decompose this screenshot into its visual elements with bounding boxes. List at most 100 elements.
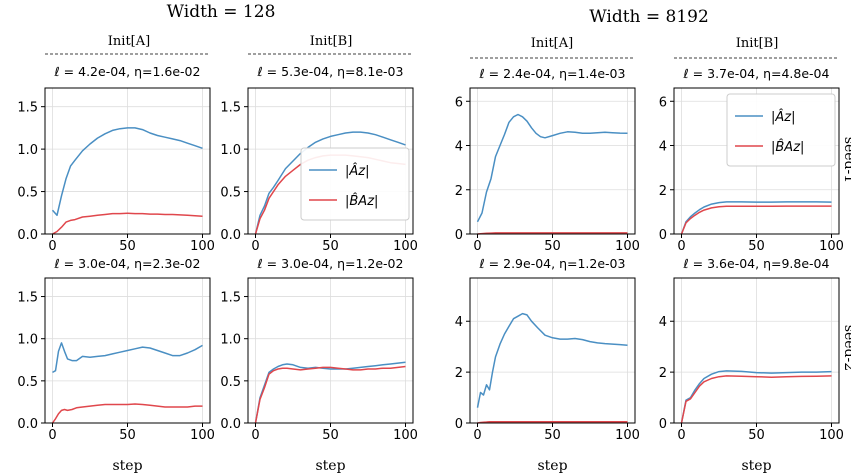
legend: |Âz| |B̂Az| (300, 147, 410, 221)
x-tick-label: 0 (473, 239, 481, 254)
group-title-width-8192: Width = 8192 (589, 7, 709, 27)
y-tick-label: 0.0 (17, 228, 38, 243)
y-tick-label: 2 (455, 184, 463, 199)
group-title-width-128: Width = 128 (167, 2, 276, 22)
panel-title: ℓ = 5.3e-04, η=8.1e-03 (257, 64, 404, 79)
y-tick-label: 0.5 (17, 186, 38, 201)
x-tick-label: 0 (251, 428, 259, 443)
series-line-az (476, 312, 628, 408)
series-line-baz (51, 403, 203, 424)
x-axis-label: step (112, 458, 142, 474)
legend-box (300, 147, 410, 221)
series-line-az (680, 201, 832, 235)
x-tick-label: 50 (119, 239, 136, 254)
series-line-baz (477, 420, 628, 424)
y-tick-label: 6 (455, 95, 463, 110)
series-line-az (476, 113, 628, 223)
panel-title: ℓ = 3.7e-04, η=4.8e-04 (683, 66, 830, 81)
plot-panel-8: ℓ = 3.6e-04, η=9.8e-04 0 50 100 0 2 4 step (659, 256, 844, 474)
series-line-az (254, 131, 406, 235)
y-tick-label: 0 (455, 417, 463, 432)
series-line-baz (680, 375, 832, 424)
y-tick-label: 1.0 (220, 143, 241, 158)
x-axis-label: step (315, 458, 345, 474)
x-axis-label: step (537, 458, 567, 474)
y-tick-label: 4 (659, 140, 667, 155)
x-tick-label: 50 (322, 428, 339, 443)
x-tick-label: 50 (748, 428, 765, 443)
x-tick-label: 100 (190, 239, 215, 254)
y-tick-label: 1.0 (17, 333, 38, 348)
y-tick-label: 4 (659, 315, 667, 330)
series-line-baz (254, 365, 406, 424)
x-tick-label: 50 (322, 239, 339, 254)
plot-panel-5: ℓ = 3.0e-04, η=2.3e-02 0 50 100 0.0 0.5 1.0 1.5… (17, 256, 215, 474)
legend-label: |Âz| (345, 163, 369, 179)
y-tick-label: 1.0 (220, 333, 241, 348)
x-tick-label: 100 (393, 239, 418, 254)
legend-box (726, 93, 836, 167)
x-tick-label: 0 (677, 239, 685, 254)
column-title-w128-init-a: Init[A] (108, 34, 150, 49)
y-tick-label: 1.5 (17, 291, 38, 306)
y-tick-label: 1.5 (17, 101, 38, 116)
x-tick-label: 50 (544, 428, 561, 443)
y-tick-label: 2 (659, 366, 667, 381)
y-tick-label: 4 (455, 315, 463, 330)
legend-label: |B̂Az| (345, 194, 378, 209)
panel-title: ℓ = 4.2e-04, η=1.6e-02 (54, 64, 201, 79)
y-tick-label: 0 (659, 228, 667, 243)
series-line-az (51, 127, 203, 217)
x-tick-label: 100 (190, 428, 215, 443)
y-tick-label: 1.0 (17, 143, 38, 158)
x-tick-label: 50 (748, 239, 765, 254)
series-line-baz (52, 212, 203, 235)
y-tick-label: 6 (659, 95, 667, 110)
column-title-w8192-init-b: Init[B] (736, 36, 779, 51)
y-tick-label: 0 (455, 228, 463, 243)
x-axis-label: step (741, 458, 771, 474)
y-tick-label: 0.0 (220, 228, 241, 243)
plot-panel-3: ℓ = 2.4e-04, η=1.4e-03 0 50 100 0 2 4 6 (455, 66, 640, 254)
y-tick-label: 2 (659, 184, 667, 199)
panel-title: ℓ = 2.4e-04, η=1.4e-03 (479, 66, 626, 81)
plot-panel-1: ℓ = 4.2e-04, η=1.6e-02 0 50 100 0.0 0.5 1.0 1.5 (17, 64, 215, 254)
series-line-baz (680, 205, 832, 235)
x-tick-label: 100 (393, 428, 418, 443)
y-tick-label: 1.5 (220, 291, 241, 306)
x-tick-label: 50 (544, 239, 561, 254)
x-tick-label: 0 (677, 428, 685, 443)
x-tick-label: 100 (819, 428, 844, 443)
panel-title: ℓ = 3.0e-04, η=1.2e-02 (257, 256, 404, 271)
panel-title: ℓ = 2.9e-04, η=1.2e-03 (479, 256, 626, 271)
panel-title: ℓ = 3.6e-04, η=9.8e-04 (683, 256, 830, 271)
y-tick-label: 0 (659, 417, 667, 432)
row-label-seed-1: seed-1 (841, 137, 851, 183)
plot-panel-7: ℓ = 2.9e-04, η=1.2e-03 0 50 100 0 2 4 step (455, 256, 640, 474)
y-tick-label: 0.5 (220, 375, 241, 390)
x-tick-label: 100 (615, 239, 640, 254)
y-tick-label: 0.0 (220, 417, 241, 432)
column-title-w128-init-b: Init[B] (310, 34, 353, 49)
panel-title: ℓ = 3.0e-04, η=2.3e-02 (54, 256, 201, 271)
x-tick-label: 0 (48, 239, 56, 254)
x-tick-label: 100 (615, 428, 640, 443)
x-tick-label: 0 (251, 239, 259, 254)
legend-label: |B̂Az| (771, 140, 804, 155)
series-line-baz (477, 232, 628, 235)
x-tick-label: 50 (119, 428, 136, 443)
legend-label: |Âz| (771, 109, 795, 125)
legend: |Âz| |B̂Az| (726, 93, 836, 167)
plot-panel-4: ℓ = 3.7e-04, η=4.8e-04 0 50 100 0 2 4 6 |Âz| |B̂A… (659, 66, 844, 254)
row-label-seed-2: seed-2 (841, 325, 851, 371)
series-line-az (680, 370, 832, 424)
plot-panel-2: ℓ = 5.3e-04, η=8.1e-03 0 50 100 0.0 0.5 1.0 1.5… (220, 64, 418, 254)
y-tick-label: 4 (455, 140, 463, 155)
y-tick-label: 0.5 (220, 186, 241, 201)
y-tick-label: 1.5 (220, 101, 241, 116)
y-tick-label: 2 (455, 366, 463, 381)
x-tick-label: 0 (48, 428, 56, 443)
column-title-w8192-init-a: Init[A] (531, 36, 573, 51)
series-line-az (52, 342, 203, 374)
